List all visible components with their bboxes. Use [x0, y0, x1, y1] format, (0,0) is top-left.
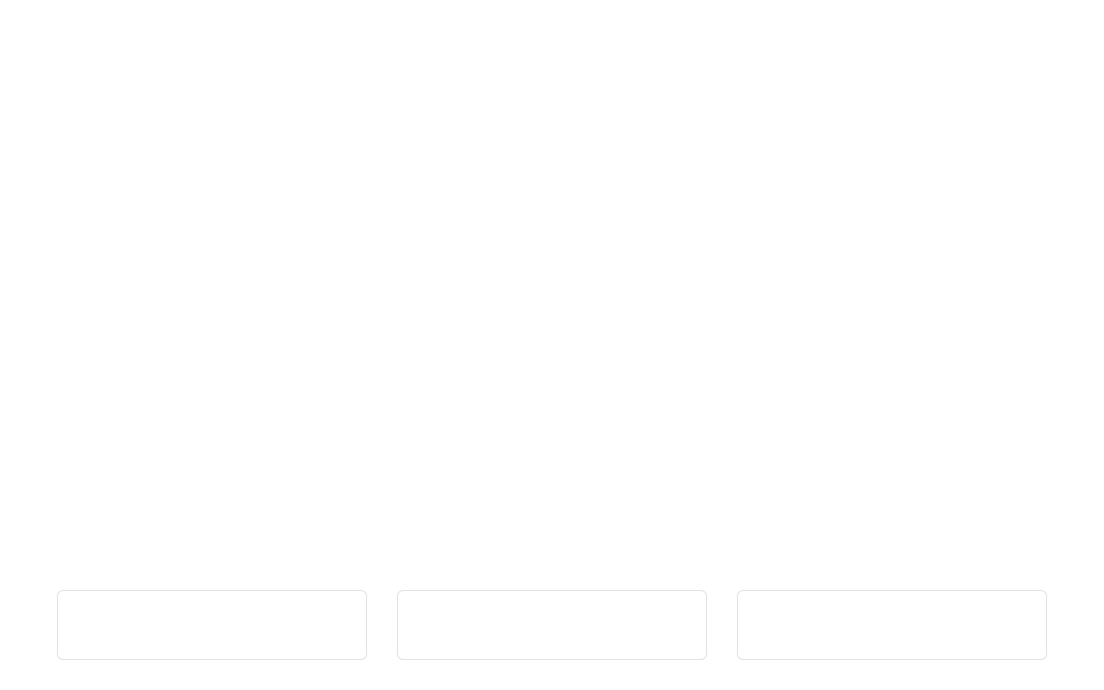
legend-row: [50, 590, 1054, 660]
legend-title-avg: [408, 609, 696, 631]
legend-title-max: [748, 609, 1036, 631]
legend-card-min: [57, 590, 367, 660]
dot-icon: [884, 615, 893, 624]
cost-gauge-widget: [0, 0, 1104, 690]
legend-card-max: [737, 590, 1047, 660]
dot-icon: [204, 615, 213, 624]
dot-icon: [544, 615, 553, 624]
legend-card-avg: [397, 590, 707, 660]
gauge-svg: [0, 0, 1104, 560]
legend-title-min: [68, 609, 356, 631]
gauge-area: [0, 0, 1104, 540]
